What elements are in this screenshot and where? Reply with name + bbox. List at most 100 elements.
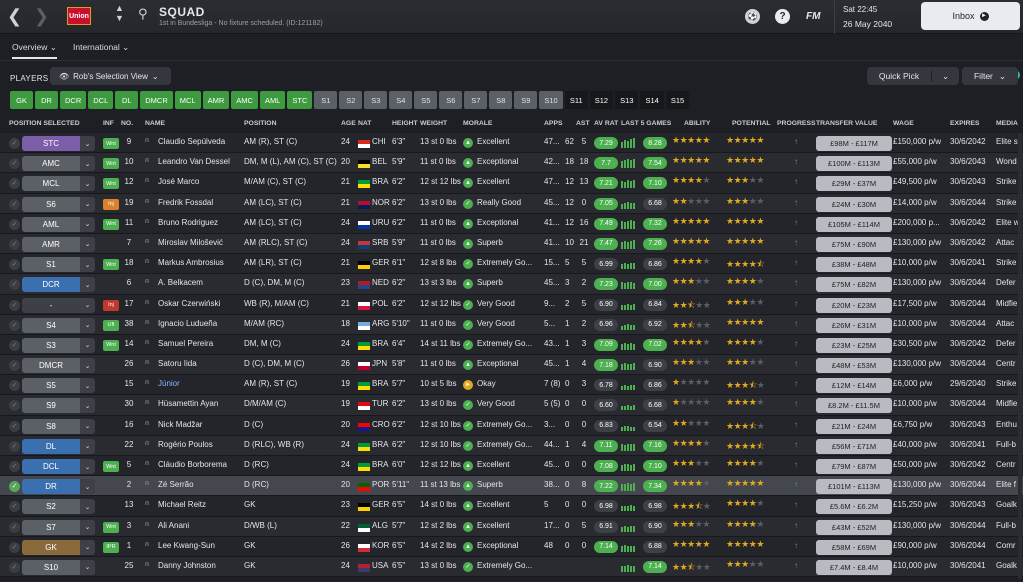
position-selected[interactable]: S1 xyxy=(22,257,80,273)
position-selected[interactable]: S3 xyxy=(22,337,80,353)
date-time[interactable]: Sat 22:45 26 May 2040 xyxy=(843,5,892,29)
select-checkbox[interactable]: ✓ xyxy=(9,420,20,432)
position-selector[interactable]: - ⌄ xyxy=(22,297,95,313)
transfer-value[interactable]: £56M - £71M xyxy=(816,438,892,454)
select-checkbox[interactable]: ✓ xyxy=(9,440,20,452)
table-row[interactable]: ✓ DCR ⌄ 6 ⍝ A. Belkacem D (C), DM, M (C) 23 NED 6… xyxy=(0,274,1023,295)
player-name[interactable]: Miroslav Milošević xyxy=(158,237,223,247)
col-no[interactable]: NO. xyxy=(121,120,134,127)
select-checkbox[interactable]: ✓ xyxy=(9,461,20,472)
tab-overview[interactable]: Overview ⌄ xyxy=(12,42,57,59)
player-name[interactable]: Hüsamettin Ayan xyxy=(158,399,219,409)
chevron-down-icon[interactable]: ⌄ xyxy=(931,70,959,82)
position-button[interactable]: S9 xyxy=(514,91,538,109)
player-name[interactable]: A. Belkacem xyxy=(158,278,203,288)
tab-international[interactable]: International ⌄ xyxy=(73,42,130,52)
position-selector[interactable]: GK ⌄ xyxy=(22,539,95,555)
position-button[interactable]: S6 xyxy=(439,91,463,109)
select-checkbox[interactable]: ✓ xyxy=(9,158,20,170)
chevron-down-icon[interactable]: ⌄ xyxy=(80,459,95,474)
chevron-down-icon[interactable]: ⌄ xyxy=(80,216,95,232)
chevron-down-icon[interactable]: ⌄ xyxy=(80,317,95,333)
table-row[interactable]: ✓ S10 ⌄ 25 ⍝ Danny Johnston GK 24 USA 6'5" 13 st 0… xyxy=(0,556,1023,578)
col-inf[interactable]: INF xyxy=(103,120,114,127)
col-ast[interactable]: AST xyxy=(576,120,590,127)
col-potential[interactable]: POTENTIAL xyxy=(732,120,771,127)
player-name[interactable]: Claudio Sepúlveda xyxy=(158,137,226,146)
table-row[interactable]: ✓ S2 ⌄ 13 ⍝ Michael Reitz GK 23 GER 6'5" 14 st 0 l… xyxy=(0,496,1023,517)
position-selected[interactable]: DR xyxy=(22,479,80,495)
col-progress[interactable]: PROGRESS xyxy=(777,120,816,127)
position-selector[interactable]: S8 ⌄ xyxy=(22,418,95,434)
select-checkbox[interactable]: ✓ xyxy=(9,561,20,573)
position-selector[interactable]: S3 ⌄ xyxy=(22,337,95,353)
col-name[interactable]: NAME xyxy=(145,120,166,127)
select-checkbox[interactable]: ✓ xyxy=(9,218,20,230)
transfer-value[interactable]: £101M - £113M xyxy=(816,479,892,495)
transfer-value[interactable]: £26M - £31M xyxy=(816,317,892,333)
position-selected[interactable]: DMCR xyxy=(22,358,80,374)
position-button[interactable]: S7 xyxy=(464,91,488,109)
chevron-down-icon[interactable]: ⌄ xyxy=(80,418,95,434)
chevron-down-icon[interactable]: ⌄ xyxy=(80,297,95,313)
chevron-down-icon[interactable]: ⌄ xyxy=(80,196,95,212)
table-row[interactable]: ✓ S9 ⌄ 30 ⍝ Hüsamettin Ayan D/M/AM (C) 19 TUR 6'2… xyxy=(0,395,1023,416)
chevron-down-icon[interactable]: ⌄ xyxy=(80,358,95,374)
position-selected[interactable]: AML xyxy=(22,216,80,232)
position-selected[interactable]: DCL xyxy=(22,459,80,474)
player-name[interactable]: José Marco xyxy=(158,177,200,187)
table-row[interactable]: ✓ DL ⌄ 22 ⍝ Rogério Poulos D (RLC), WB (R) 24 BR… xyxy=(0,435,1023,456)
chevron-down-icon[interactable]: ⌄ xyxy=(80,337,95,353)
player-name[interactable]: Lee Kwang-Sun xyxy=(158,540,215,550)
chevron-down-icon[interactable]: ⌄ xyxy=(80,398,95,414)
club-crest-icon[interactable]: ⚽ xyxy=(745,9,760,24)
select-checkbox[interactable]: ✓ xyxy=(9,238,20,250)
position-selected[interactable]: DL xyxy=(22,438,80,454)
scrollbar[interactable] xyxy=(1018,133,1022,579)
position-selector[interactable]: S9 ⌄ xyxy=(22,398,95,414)
transfer-value[interactable]: £20M - £23M xyxy=(816,297,892,313)
position-selected[interactable]: GK xyxy=(22,539,80,555)
chevron-down-icon[interactable]: ⌄ xyxy=(80,257,95,273)
select-checkbox[interactable]: ✓ xyxy=(9,299,20,311)
position-button[interactable]: S15 xyxy=(665,91,690,109)
position-selector[interactable]: S5 ⌄ xyxy=(22,378,95,394)
back-arrow-icon[interactable]: ❮ xyxy=(7,6,23,27)
filter-button[interactable]: Filter ⌄ xyxy=(962,67,1018,85)
position-button[interactable]: AMR xyxy=(202,91,230,109)
position-button[interactable]: DMCR xyxy=(140,91,173,109)
player-name[interactable]: Leandro Van Dessel xyxy=(158,157,230,167)
col-height[interactable]: HEIGHT xyxy=(392,120,418,127)
position-selector[interactable]: DMCR ⌄ xyxy=(22,358,95,374)
position-button[interactable]: S2 xyxy=(339,91,363,109)
select-checkbox[interactable]: ✓ xyxy=(9,259,20,271)
position-selector[interactable]: S10 ⌄ xyxy=(22,559,95,575)
chevron-down-icon[interactable]: ⌄ xyxy=(80,277,95,293)
position-selector[interactable]: DR ⌄ xyxy=(22,479,95,495)
position-selected[interactable]: AMR xyxy=(22,236,80,252)
table-row[interactable]: ✓ AML ⌄ Wnt 11 ⍝ Bruno Rodriguez AM (LC), ST (C… xyxy=(0,213,1023,234)
col-age[interactable]: AGE xyxy=(341,120,356,127)
player-name[interactable]: Cláudio Borborema xyxy=(158,460,227,469)
transfer-value[interactable]: £29M - £37M xyxy=(816,176,892,192)
player-name[interactable]: Ignacio Ludueña xyxy=(158,318,218,328)
view-selector[interactable]: 👁 Rob's Selection View ⌄ xyxy=(50,67,171,85)
position-selected[interactable]: S7 xyxy=(22,519,80,535)
select-checkbox[interactable]: ✓ xyxy=(9,541,20,553)
position-selector[interactable]: DCL ⌄ xyxy=(22,459,95,474)
club-switch-arrows-icon[interactable]: ▲ ▼ xyxy=(115,3,124,23)
chevron-down-icon[interactable]: ⌄ xyxy=(80,176,95,192)
select-checkbox[interactable]: ✓ xyxy=(9,521,20,533)
select-checkbox[interactable]: ✓ xyxy=(9,360,20,372)
player-name[interactable]: Ali Anani xyxy=(158,520,190,530)
transfer-value[interactable]: £100M - £113M xyxy=(816,156,892,172)
table-row[interactable]: ✓ S5 ⌄ 15 ⍝ Júnior AM (R), ST (C) 19 BRA 5'7" 10 s… xyxy=(0,375,1023,396)
position-button[interactable]: STC xyxy=(287,91,313,109)
position-selector[interactable]: MCL ⌄ xyxy=(22,176,95,192)
select-checkbox[interactable]: ✓ xyxy=(9,178,20,190)
position-button[interactable]: AML xyxy=(259,91,286,109)
select-checkbox[interactable]: ✓ xyxy=(9,138,20,149)
table-row[interactable]: ✓ S6 ⌄ Inj 19 ⍝ Fredrik Fossdal AM (LC), ST (C)… xyxy=(0,193,1023,214)
position-button[interactable]: S3 xyxy=(364,91,388,109)
position-selector[interactable]: DCR ⌄ xyxy=(22,277,95,293)
